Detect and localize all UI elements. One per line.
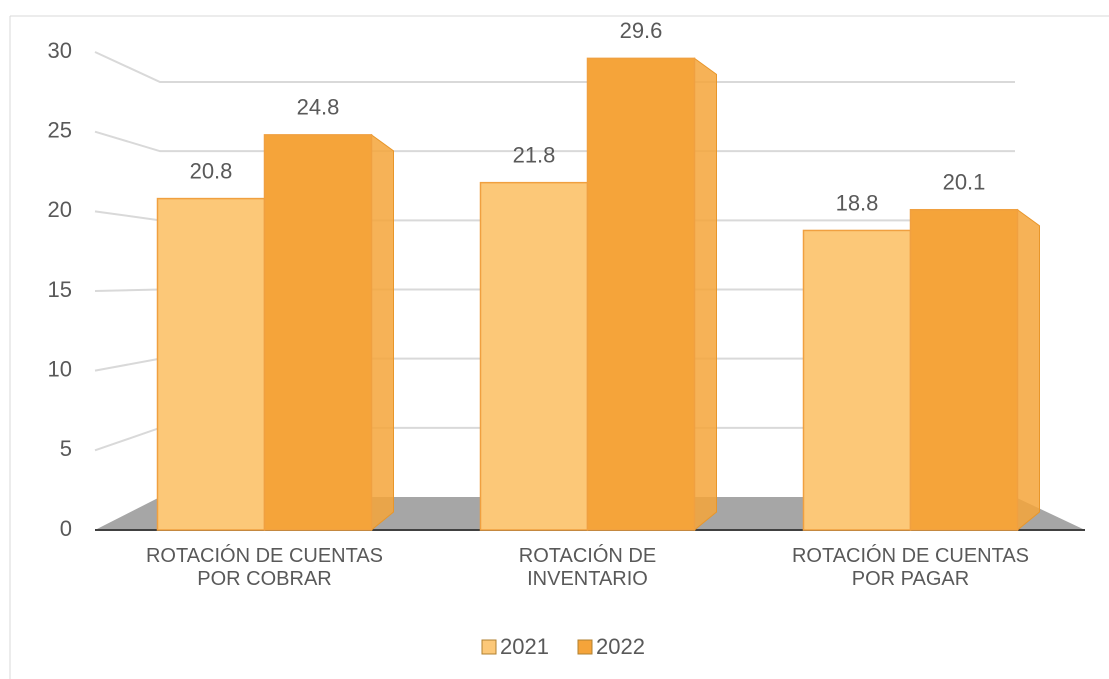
x-tick-label: ROTACIÓN DE CUENTAS POR PAGAR (791, 545, 1030, 590)
grid-line (94, 51, 1015, 83)
value-label: 24.8 (297, 95, 340, 120)
bar (586, 57, 696, 531)
x-tick-label: ROTACIÓN DE CUENTAS POR COBRAR (145, 545, 384, 590)
bar-side (1017, 208, 1040, 532)
legend-label: 2022 (596, 634, 645, 659)
y-tick-label: 30 (48, 38, 72, 63)
bar (802, 229, 912, 531)
bar-side (371, 133, 394, 532)
y-tick-label: 25 (48, 117, 72, 142)
y-tick-label: 0 (60, 516, 72, 541)
bar (479, 181, 589, 531)
value-label: 20.8 (190, 158, 233, 183)
x-tick-label: ROTACIÓN DE INVENTARIO (518, 545, 657, 590)
bar-side (694, 57, 717, 532)
y-tick-label: 10 (48, 356, 72, 381)
grid-line (94, 130, 1015, 153)
y-tick-label: 15 (48, 277, 72, 302)
y-tick-label: 20 (48, 197, 72, 222)
bar (156, 197, 266, 531)
y-tick-label: 5 (60, 436, 72, 461)
legend-label: 2021 (500, 634, 549, 659)
value-label: 29.6 (620, 18, 663, 43)
legend-swatch (481, 639, 497, 655)
bar (909, 208, 1019, 531)
legend-swatch (577, 639, 593, 655)
value-label: 20.1 (943, 170, 986, 195)
bar (263, 134, 373, 531)
value-label: 21.8 (513, 142, 556, 167)
value-label: 18.8 (836, 190, 879, 215)
